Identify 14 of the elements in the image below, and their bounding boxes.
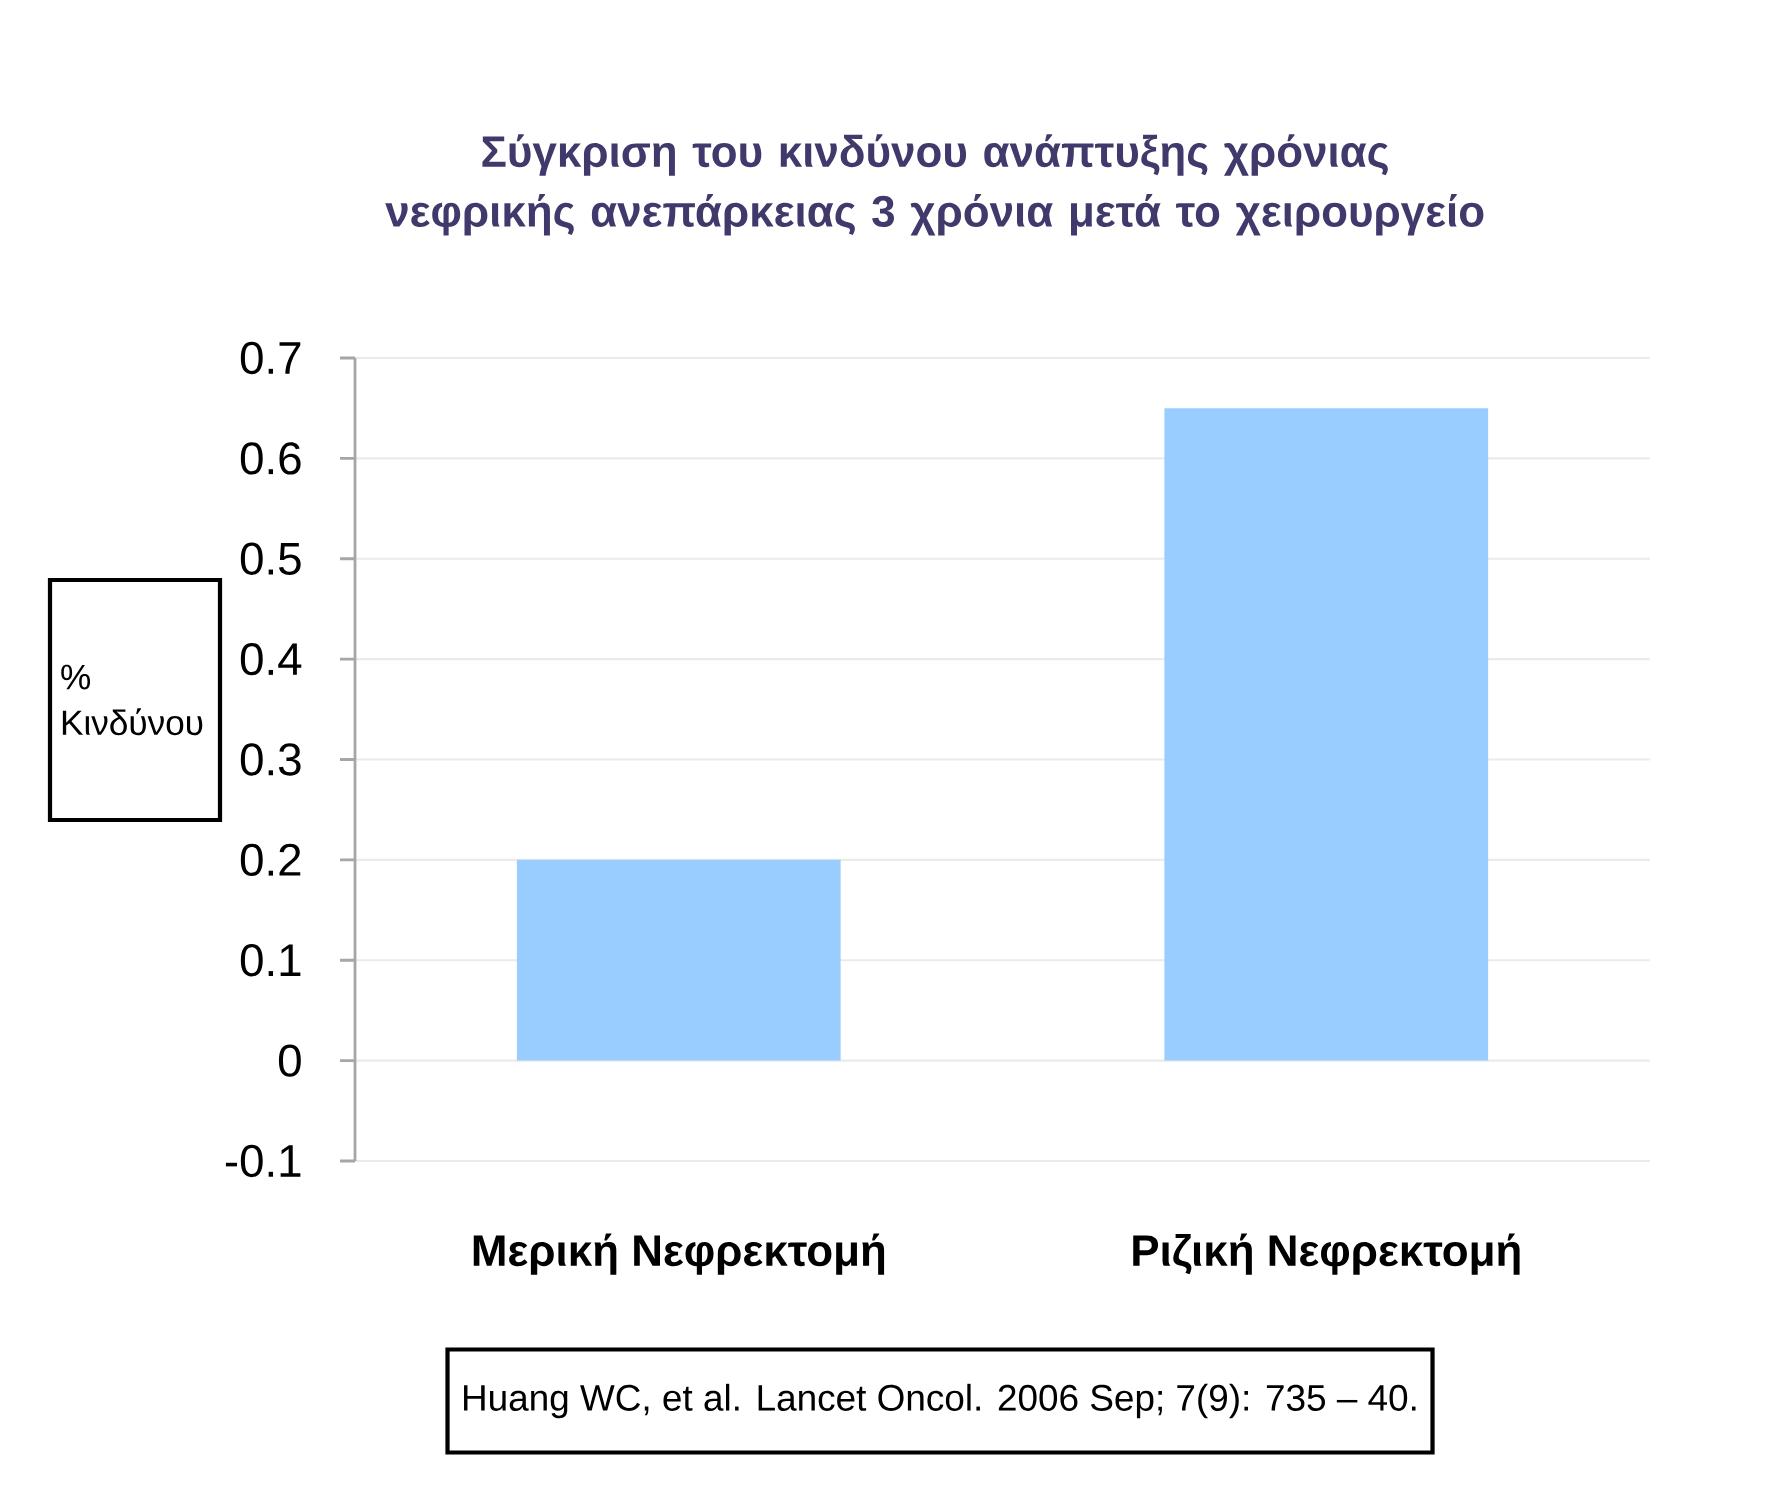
y-axis-title: % Κινδύνου — [61, 664, 203, 736]
y-tick-label: -0.1 — [225, 1144, 301, 1178]
y-tick-label: 0.7 — [240, 341, 301, 375]
y-tick-label: 0 — [278, 1044, 301, 1077]
chart-title: Σύγκριση του κινδύνου ανάπτυξης χρόνιας νεφρικής ανεπάρκειας 3 χρόνια μετά το χειρουργείο — [385, 134, 1484, 236]
text: Huang WC, et al. Lancet Oncol. 2006 Sep; 7(9): 735 – 40. — [464, 1383, 1416, 1419]
y-tick-label: 0.2 — [240, 843, 301, 877]
y-tick-label: 0.5 — [240, 542, 301, 575]
x-tick-label: Ριζική Νεφρεκτομή — [1133, 1233, 1520, 1275]
x-tick-label: Μερική Νεφρεκτομή — [473, 1233, 885, 1275]
y-tick-label: 0.6 — [240, 442, 301, 475]
y-tick-label: 0.3 — [240, 743, 301, 776]
y-tick-label: 0.1 — [240, 944, 301, 977]
y-tick-label: 0.4 — [240, 642, 302, 676]
